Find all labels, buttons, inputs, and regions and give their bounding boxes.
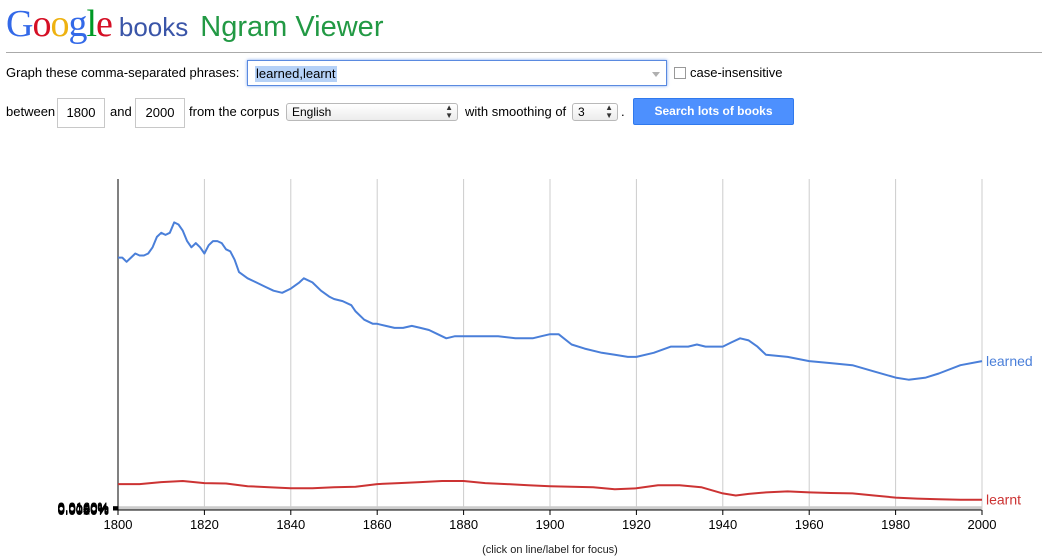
end-year-input[interactable]: 2000 xyxy=(135,98,185,128)
x-tick-label: 1900 xyxy=(536,517,565,532)
x-tick-label: 1820 xyxy=(190,517,219,532)
case-insensitive-label: case-insensitive xyxy=(690,65,783,80)
and-label: and xyxy=(110,104,132,119)
series-line-learnt xyxy=(118,480,982,501)
x-tick-label: 1960 xyxy=(795,517,824,532)
graph-phrases-label: Graph these comma-separated phrases: xyxy=(6,65,240,80)
y-tick-label: 0.0060% xyxy=(58,502,110,517)
corpus-select-value: English xyxy=(292,105,332,119)
series-label-learnt[interactable]: learnt xyxy=(986,492,1021,508)
google-logo[interactable]: Google xyxy=(6,2,113,46)
logo-letter: G xyxy=(6,3,33,45)
logo-letter: l xyxy=(86,3,97,45)
logo-letter: g xyxy=(68,3,87,45)
y-tick-label: 0.0000% xyxy=(58,503,110,518)
series-line-learned xyxy=(118,221,983,381)
start-year-input[interactable]: 1800 xyxy=(57,98,105,128)
smoothing-select-value: 3 xyxy=(578,105,585,119)
phrases-input-value: learned,learnt xyxy=(255,66,337,82)
x-tick-label: 1920 xyxy=(622,517,651,532)
series-label-learned[interactable]: learned xyxy=(986,353,1033,369)
phrases-input[interactable]: learned,learnt xyxy=(247,60,667,86)
logo-letter: o xyxy=(32,3,51,45)
x-tick-label: 1880 xyxy=(449,517,478,532)
x-tick-label: 1980 xyxy=(881,517,910,532)
y-tick-label: 0.0160% xyxy=(58,500,110,515)
books-label: books xyxy=(118,12,189,42)
smoothing-label: with smoothing of xyxy=(465,104,567,119)
x-tick-label: 2000 xyxy=(968,517,997,532)
y-tick-label: 0.0040% xyxy=(58,502,110,517)
corpus-select[interactable]: English ▲ ▼ xyxy=(286,103,458,121)
search-button[interactable]: Search lots of books xyxy=(633,98,794,125)
page-title: Ngram Viewer xyxy=(200,11,384,43)
x-tick-label: 1860 xyxy=(363,517,392,532)
smoothing-select[interactable]: 3 ▲ ▼ xyxy=(572,103,618,121)
x-tick-label: 1940 xyxy=(708,517,737,532)
between-label: between xyxy=(6,104,56,119)
period-label: . xyxy=(621,104,625,119)
focus-hint: (click on line/label for focus) xyxy=(482,544,618,556)
y-tick-label: 0.0020% xyxy=(58,503,110,518)
x-tick-label: 1840 xyxy=(276,517,305,532)
x-tick-label: 1800 xyxy=(104,517,133,532)
logo-letter: o xyxy=(50,3,69,45)
y-tick-label: 0.0120% xyxy=(58,501,110,516)
select-arrows-icon: ▲ ▼ xyxy=(605,103,613,120)
header-divider xyxy=(6,52,1042,53)
header: Google books Ngram Viewer xyxy=(6,2,383,46)
y-tick-label: 0.0140% xyxy=(58,500,110,515)
select-arrows-icon: ▲ ▼ xyxy=(445,103,453,120)
y-tick-label: 0.0080% xyxy=(58,501,110,516)
corpus-label: from the corpus xyxy=(189,104,280,119)
y-tick-label: 0.0100% xyxy=(58,501,110,516)
case-insensitive-checkbox[interactable] xyxy=(674,67,686,79)
dropdown-arrow-icon[interactable] xyxy=(652,72,660,77)
logo-letter: e xyxy=(96,3,113,45)
